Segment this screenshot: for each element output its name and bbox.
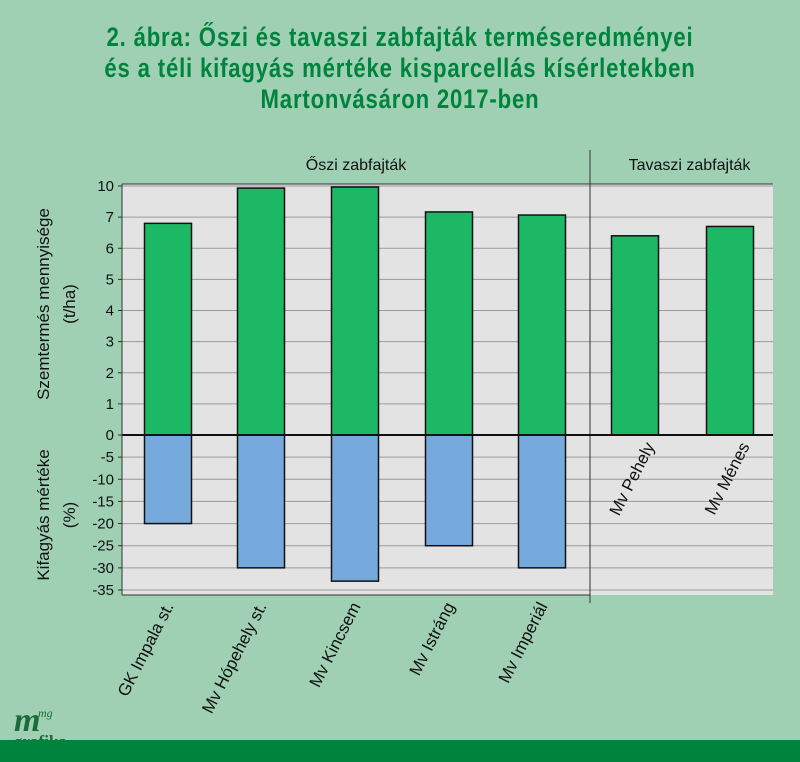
y-tick-label: -10 <box>92 471 114 488</box>
y-tick-label: 1 <box>106 396 114 413</box>
y-tick-label: -30 <box>92 560 114 577</box>
yield-bar <box>705 225 755 436</box>
frost-bar <box>330 434 380 582</box>
category-label: Mv Kincsem <box>306 599 365 690</box>
yield-bar <box>517 214 567 436</box>
category-label: Mv Istráng <box>406 599 459 678</box>
y-tick-label: 3 <box>106 334 114 351</box>
y-tick-label: 7 <box>106 209 114 226</box>
y-tick-label: 0 <box>106 427 114 444</box>
group-label-spring: Tavaszi zabfajták <box>629 157 752 174</box>
yield-bar <box>330 186 380 436</box>
yield-bar <box>424 211 474 436</box>
frost-bar <box>424 434 474 547</box>
title-line-2: és a téli kifagyás mértéke kisparcellás … <box>104 53 696 83</box>
y-axis-title-top-unit: (t/ha) <box>60 284 79 324</box>
footer-bar <box>0 740 800 762</box>
y-tick-label: -25 <box>92 538 114 555</box>
yield-bar <box>610 235 660 436</box>
y-tick-label: 10 <box>97 178 114 195</box>
chart-title: 2. ábra: Őszi és tavaszi zabfajták termé… <box>72 22 728 115</box>
y-tick-label: 2 <box>106 365 114 382</box>
category-label: GK Impala st. <box>114 599 178 699</box>
title-line-1: 2. ábra: Őszi és tavaszi zabfajták termé… <box>106 22 694 52</box>
y-axis-title-top: Szemtermés mennyisége <box>34 208 53 400</box>
y-tick-label: -5 <box>101 449 114 466</box>
y-tick-label: -35 <box>92 582 114 599</box>
y-axis-title-bottom-unit: (%) <box>60 502 79 528</box>
title-line-3: Martonvásáron 2017-ben <box>260 84 540 114</box>
logo-m: m <box>14 702 41 739</box>
y-tick-label: -20 <box>92 516 114 533</box>
frost-bar <box>236 434 286 569</box>
logo-mg: mg <box>38 706 53 720</box>
yield-bar <box>143 222 193 436</box>
y-tick-label: 5 <box>106 271 114 288</box>
yield-bar <box>236 187 286 436</box>
y-tick-label: 4 <box>106 303 114 320</box>
group-label-autumn: Őszi zabfajták <box>306 155 407 174</box>
frost-bar <box>143 434 193 525</box>
category-label: Mv Hópehely st. <box>198 599 270 716</box>
y-tick-label: 6 <box>106 240 114 257</box>
category-label: Mv Imperiál <box>495 599 552 686</box>
y-axis-title-bottom: Kifagyás mértéke <box>34 449 53 580</box>
y-tick-label: -15 <box>92 493 114 510</box>
frost-bar <box>517 434 567 569</box>
